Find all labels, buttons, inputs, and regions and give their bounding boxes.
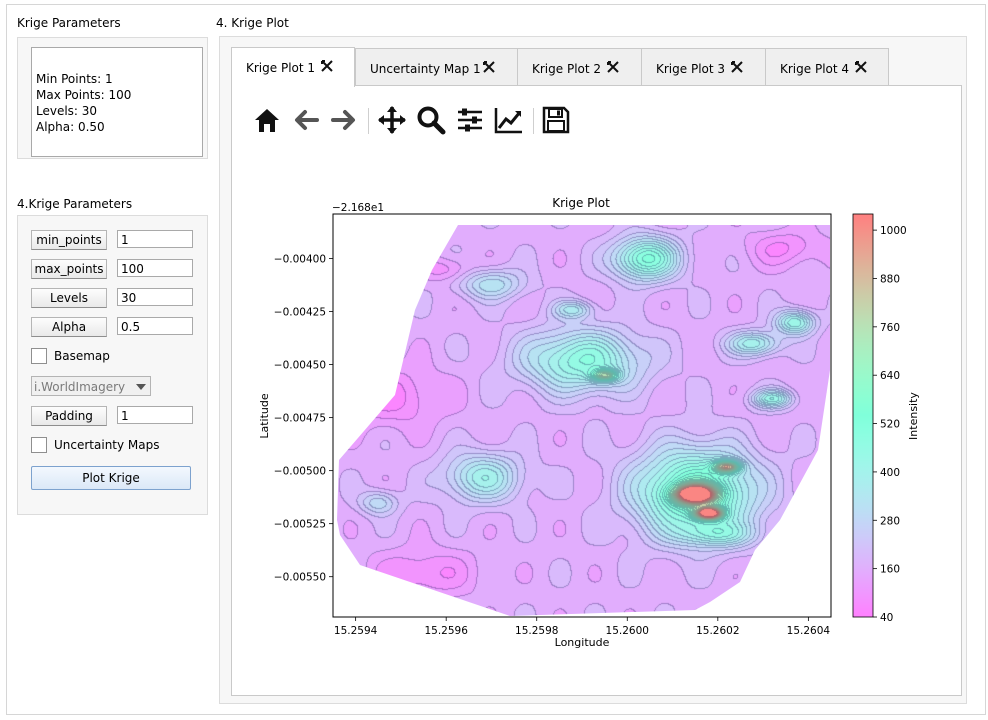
y-offset-label: −2.168e1: [332, 202, 384, 214]
colorbar-tick-label: 160: [880, 564, 900, 576]
y-tick-label: −0.00450: [274, 360, 326, 372]
krige-figure: Krige Plot −2.168e1 15.2594 15.2596 15.259…: [258, 196, 920, 649]
colorbar-ticks: 40 160 280 400 520 640 760 880 1000: [873, 225, 907, 624]
back-arrow-icon[interactable]: [290, 104, 322, 136]
krige-parameters-form-title: 4.Krige Parameters: [17, 197, 133, 211]
levels-button[interactable]: Levels: [31, 288, 107, 308]
toolbar-separator: [533, 108, 534, 134]
max-points-input[interactable]: 100: [117, 259, 193, 277]
forward-arrow-icon[interactable]: [328, 104, 360, 136]
toolbar-separator: [368, 108, 369, 134]
y-tick-label: −0.00525: [274, 519, 326, 531]
colorbar-tick-label: 640: [880, 370, 900, 382]
padding-button[interactable]: Padding: [31, 406, 107, 426]
colorbar-tick-label: 1000: [880, 225, 907, 237]
krige-plot-title: 4. Krige Plot: [216, 16, 289, 30]
y-axis-label: Latitude: [258, 393, 271, 439]
x-tick-label: 15.2600: [606, 625, 649, 637]
zoom-icon[interactable]: [415, 104, 447, 136]
uncertainty-maps-label: Uncertainty Maps: [54, 438, 160, 452]
x-axis: 15.2594 15.2596 15.2598 15.2600 15.2602 15.26…: [334, 617, 830, 637]
axes-frame: [332, 213, 832, 618]
close-icon[interactable]: [482, 60, 496, 74]
colorbar-tick-label: 880: [880, 273, 900, 285]
uncertainty-maps-checkbox[interactable]: [31, 437, 47, 453]
colorbar-tick-label: 760: [880, 322, 900, 334]
tab-label: Krige Plot 1: [246, 61, 316, 75]
chevron-down-icon: [136, 384, 146, 390]
close-icon[interactable]: [320, 59, 334, 73]
y-tick-label: −0.00475: [274, 413, 326, 425]
summary-alpha: Alpha: 0.50: [36, 120, 105, 134]
tab-krige-plot-4[interactable]: Krige Plot 4: [765, 48, 889, 86]
colorbar-tick-label: 40: [880, 612, 893, 624]
close-icon[interactable]: [606, 60, 620, 74]
padding-input[interactable]: 1: [117, 406, 193, 424]
tab-label: Krige Plot 2: [532, 62, 602, 76]
min-points-button[interactable]: min_points: [31, 230, 107, 250]
colorbar: [852, 213, 874, 618]
max-points-button[interactable]: max_points: [31, 259, 107, 279]
contour-field: [337, 225, 830, 616]
x-tick-label: 15.2604: [787, 625, 831, 637]
home-icon[interactable]: [251, 104, 283, 136]
summary-levels: Levels: 30: [36, 104, 98, 118]
summary-min-points: Min Points: 1: [36, 72, 113, 86]
alpha-input[interactable]: 0.5: [117, 317, 193, 335]
colorbar-label: Intensity: [907, 392, 920, 440]
y-tick-label: −0.00425: [274, 307, 326, 319]
tab-krige-plot-2[interactable]: Krige Plot 2: [517, 48, 642, 86]
tab-label: Krige Plot 4: [780, 62, 850, 76]
min-points-input[interactable]: 1: [117, 230, 193, 248]
tab-krige-plot-1[interactable]: Krige Plot 1: [231, 47, 355, 87]
colorbar-tick-label: 400: [880, 467, 900, 479]
alpha-button[interactable]: Alpha: [31, 317, 107, 337]
x-tick-label: 15.2602: [696, 625, 739, 637]
basemap-label: Basemap: [54, 349, 110, 363]
y-tick-label: −0.00500: [274, 466, 326, 478]
y-axis: −0.00400 −0.00425 −0.00450 −0.00475 −0.00500…: [274, 254, 333, 584]
x-tick-label: 15.2598: [515, 625, 558, 637]
close-icon[interactable]: [854, 60, 868, 74]
chart-title: Krige Plot: [552, 196, 610, 210]
y-tick-label: −0.00400: [274, 254, 326, 266]
y-tick-label: −0.00550: [274, 572, 326, 584]
tab-uncertainty-map-1[interactable]: Uncertainty Map 1: [355, 48, 518, 86]
save-icon[interactable]: [540, 104, 572, 136]
x-axis-label: Longitude: [555, 636, 610, 649]
basemap-source-select[interactable]: i.WorldImagery: [31, 376, 151, 396]
configure-subplots-icon[interactable]: [454, 104, 486, 136]
basemap-checkbox[interactable]: [31, 348, 47, 364]
colorbar-tick-label: 280: [880, 515, 900, 527]
tab-label: Krige Plot 3: [656, 62, 726, 76]
x-tick-label: 15.2596: [424, 625, 468, 637]
colorbar-tick-label: 520: [880, 419, 900, 431]
tab-label: Uncertainty Map 1: [370, 62, 481, 76]
x-tick-label: 15.2594: [334, 625, 378, 637]
edit-axis-icon[interactable]: [493, 104, 525, 136]
summary-max-points: Max Points: 100: [36, 88, 132, 102]
close-icon[interactable]: [730, 60, 744, 74]
basemap-source-value: i.WorldImagery: [34, 380, 126, 394]
plot-krige-button[interactable]: Plot Krige: [31, 466, 191, 490]
contour-image: [337, 225, 830, 616]
krige-parameters-summary: Min Points: 1 Max Points: 100 Levels: 30…: [31, 47, 203, 157]
krige-parameters-title: Krige Parameters: [17, 16, 121, 30]
levels-input[interactable]: 30: [117, 288, 193, 306]
pan-icon[interactable]: [376, 104, 408, 136]
tab-krige-plot-3[interactable]: Krige Plot 3: [641, 48, 766, 86]
